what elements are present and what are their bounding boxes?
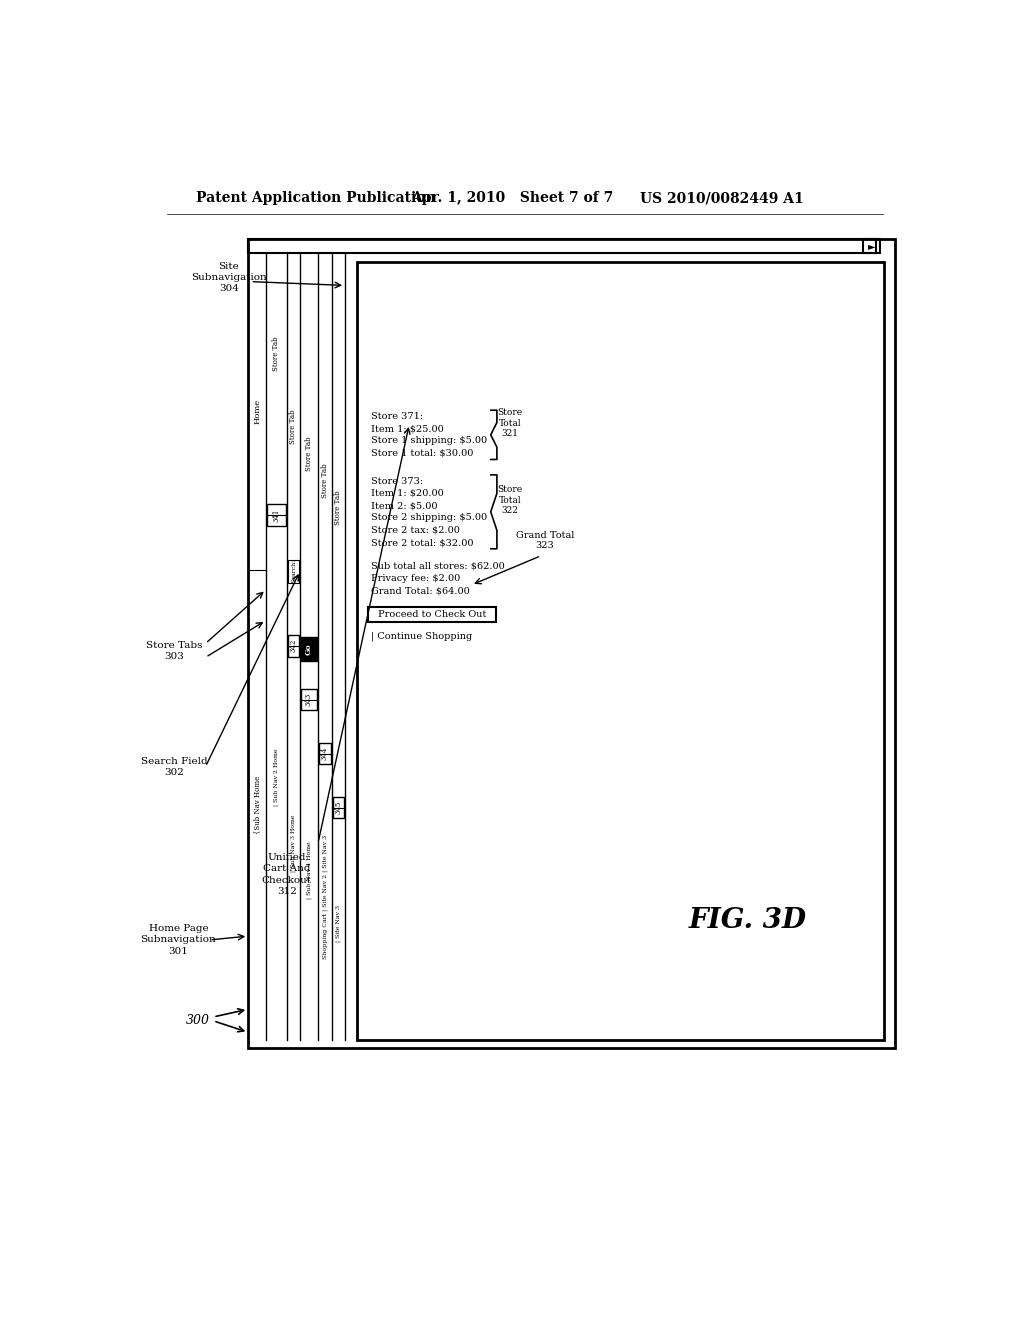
Text: FIG. 3D: FIG. 3D <box>689 907 807 935</box>
Text: | Sub Nav 2 Home: | Sub Nav 2 Home <box>273 748 280 807</box>
Text: Store 2 total: $32.00: Store 2 total: $32.00 <box>371 539 473 546</box>
Bar <box>266 504 286 525</box>
Bar <box>862 239 880 253</box>
Text: Home: Home <box>253 399 261 424</box>
Text: Patent Application Publication: Patent Application Publication <box>197 191 436 206</box>
Text: Go: Go <box>305 643 313 655</box>
Text: | Continue Shopping: | Continue Shopping <box>371 631 472 640</box>
Text: Store Tab: Store Tab <box>290 409 297 444</box>
Text: Shopping Cart | Site Nav 2 | Site Nav 3: Shopping Cart | Site Nav 2 | Site Nav 3 <box>323 834 328 958</box>
Text: Privacy fee: $2.00: Privacy fee: $2.00 <box>371 574 460 583</box>
Text: Store Tab: Store Tab <box>272 335 281 371</box>
Text: | Sub Nav 4 Home: | Sub Nav 4 Home <box>306 841 311 899</box>
Text: {Sub Nav Home: {Sub Nav Home <box>253 776 261 834</box>
Text: | Site Nav 3: | Site Nav 3 <box>336 906 341 942</box>
Bar <box>333 797 344 818</box>
Text: Item 1: $20.00: Item 1: $20.00 <box>371 488 443 498</box>
Text: Store
Total
322: Store Total 322 <box>498 486 522 515</box>
Text: Item 1: $25.00: Item 1: $25.00 <box>371 424 443 433</box>
Text: 344: 344 <box>321 747 329 760</box>
Text: 341: 341 <box>272 508 281 521</box>
Text: ►: ► <box>867 242 874 251</box>
Text: 345: 345 <box>335 801 342 814</box>
Bar <box>369 607 496 622</box>
Text: Site
Subnavigation
304: Site Subnavigation 304 <box>190 263 266 293</box>
Text: | Sub Nav 3 Home: | Sub Nav 3 Home <box>291 814 296 871</box>
Text: US 2010/0082449 A1: US 2010/0082449 A1 <box>640 191 803 206</box>
Text: Store 373:: Store 373: <box>371 477 423 486</box>
Bar <box>248 239 895 1048</box>
Text: Search Field
302: Search Field 302 <box>141 756 208 776</box>
Text: Grand Total
323: Grand Total 323 <box>516 531 574 550</box>
Text: Proceed to Check Out: Proceed to Check Out <box>378 610 486 619</box>
Text: Item 2: $5.00: Item 2: $5.00 <box>371 502 437 510</box>
Text: Store Tab: Store Tab <box>305 436 313 471</box>
Text: Grand Total: $64.00: Grand Total: $64.00 <box>371 586 469 595</box>
Text: Store
Total
321: Store Total 321 <box>498 408 522 438</box>
Text: Unified
Cart And
Checkout
312: Unified Cart And Checkout 312 <box>262 853 312 896</box>
Bar <box>288 635 299 656</box>
Text: 300: 300 <box>185 1014 210 1027</box>
Text: Store Tab: Store Tab <box>335 490 342 524</box>
Text: 342: 342 <box>290 639 297 652</box>
Text: Home Page
Subnavigation
301: Home Page Subnavigation 301 <box>140 924 216 956</box>
Text: Apr. 1, 2010   Sheet 7 of 7: Apr. 1, 2010 Sheet 7 of 7 <box>411 191 613 206</box>
Text: Sub total all stores: $62.00: Sub total all stores: $62.00 <box>371 562 505 572</box>
Text: Search:: Search: <box>291 558 296 583</box>
Bar <box>288 560 299 582</box>
Bar <box>356 263 884 1040</box>
Bar <box>301 636 317 661</box>
Text: Store 1 shipping: $5.00: Store 1 shipping: $5.00 <box>371 437 486 445</box>
Text: Store Tab: Store Tab <box>321 463 329 498</box>
Text: Store 1 total: $30.00: Store 1 total: $30.00 <box>371 449 473 458</box>
Text: Store 371:: Store 371: <box>371 412 423 421</box>
Text: 343: 343 <box>305 693 313 706</box>
Text: Store Tabs
303: Store Tabs 303 <box>146 642 203 661</box>
Text: Store 2 tax: $2.00: Store 2 tax: $2.00 <box>371 525 460 535</box>
Bar <box>301 689 317 710</box>
Bar <box>318 743 331 764</box>
Bar <box>248 239 876 253</box>
Text: Store 2 shipping: $5.00: Store 2 shipping: $5.00 <box>371 513 486 523</box>
